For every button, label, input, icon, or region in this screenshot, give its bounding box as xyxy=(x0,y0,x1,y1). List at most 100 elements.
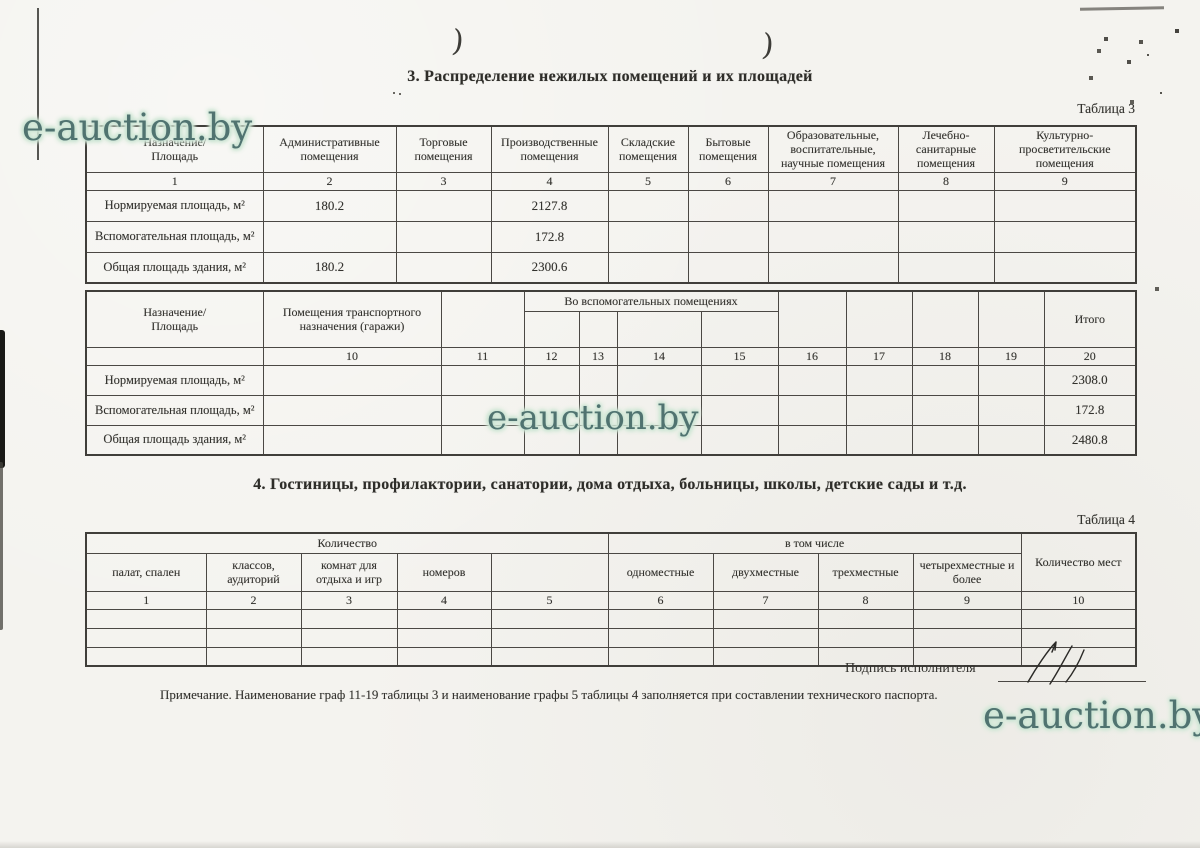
value-cell xyxy=(205,627,302,648)
table3b-header-garage: Помещения транспортного назначения (гара… xyxy=(262,290,442,348)
value-cell: 180.2 xyxy=(262,189,397,222)
signature-line xyxy=(998,681,1146,682)
table3a-header-administrative: Административные помещения xyxy=(262,125,397,173)
scan-bottom-shade xyxy=(0,841,1200,848)
value-cell xyxy=(85,608,207,629)
row-label: Нормируемая площадь, м² xyxy=(85,189,264,222)
value-cell xyxy=(616,364,702,396)
col-number: 11 xyxy=(440,346,525,366)
table4-subheader-single: одноместные xyxy=(607,552,714,592)
value-cell xyxy=(897,189,995,222)
value-cell xyxy=(607,189,689,222)
value-cell xyxy=(767,220,899,253)
table4-subheader-rooms: номеров xyxy=(396,552,492,592)
scan-edge-blob-2 xyxy=(0,462,3,630)
value-cell xyxy=(912,608,1022,629)
value-cell: 180.2 xyxy=(262,251,397,284)
value-cell xyxy=(777,394,847,426)
table-row: Общая площадь здания, м² 180.2 2300.6 xyxy=(85,251,1137,284)
value-cell xyxy=(845,364,913,396)
value-cell xyxy=(777,424,847,456)
value-cell xyxy=(912,646,1022,667)
col-number: 3 xyxy=(300,590,398,610)
table4-subheader-rest-rooms: комнат для отдыха и игр xyxy=(300,552,398,592)
corner-line1: Назначение/ xyxy=(143,135,207,150)
col-number: 12 xyxy=(523,346,580,366)
value-cell xyxy=(490,646,609,667)
table4-subheader-triple: трехместные xyxy=(817,552,914,592)
value-cell xyxy=(977,394,1045,426)
table-row xyxy=(85,646,1137,667)
col-number: 6 xyxy=(687,171,769,191)
value-cell xyxy=(700,364,779,396)
col-number: 3 xyxy=(395,171,492,191)
value-cell xyxy=(607,646,714,667)
value-cell xyxy=(616,424,702,456)
value-cell xyxy=(523,394,580,426)
handwritten-paren-mark-2: ) xyxy=(760,27,776,64)
table3b-header-blank-18 xyxy=(911,290,979,348)
table-row: Вспомогательная площадь, м² 172.8 xyxy=(85,220,1137,253)
col-number-blank xyxy=(85,346,264,366)
value-cell: 2127.8 xyxy=(490,189,609,222)
value-cell xyxy=(1020,646,1137,667)
value-cell xyxy=(911,364,979,396)
value-cell xyxy=(687,220,769,253)
table4-group-quantity: Количество xyxy=(85,532,609,554)
value-cell xyxy=(440,364,525,396)
col-number: 14 xyxy=(616,346,702,366)
value-cell xyxy=(205,608,302,629)
table3b-header-blank-17 xyxy=(845,290,913,348)
total-cell: 172.8 xyxy=(1043,394,1137,426)
handwritten-paren-mark-1: ) xyxy=(450,23,466,60)
table4-header-seats: Количество мест xyxy=(1020,532,1137,592)
table-row: Нормируемая площадь, м² 2308.0 xyxy=(85,364,1137,396)
value-cell xyxy=(607,251,689,284)
table3b-header-blank-19 xyxy=(977,290,1045,348)
value-cell xyxy=(712,627,819,648)
col-number: 2 xyxy=(262,171,397,191)
section3-title: 3. Распределение нежилых помещений и их … xyxy=(407,68,813,85)
corner-line1: Назначение/ xyxy=(143,305,207,320)
table4-subheader-classes: классов, аудиторий xyxy=(205,552,302,592)
table4-group-including: в том числе xyxy=(607,532,1022,554)
value-cell xyxy=(993,189,1137,222)
table4-caption: Таблица 4 xyxy=(1077,512,1135,527)
table3b-header-total: Итого xyxy=(1043,290,1137,348)
row-label: Вспомогательная площадь, м² xyxy=(85,394,264,426)
scan-edge-blob xyxy=(0,330,5,468)
col-number: 10 xyxy=(262,346,442,366)
table3-caption: Таблица 3 xyxy=(1077,101,1135,116)
table3b-header-blank-11 xyxy=(440,290,525,348)
value-cell xyxy=(767,189,899,222)
value-cell: 2300.6 xyxy=(490,251,609,284)
col-number: 6 xyxy=(607,590,714,610)
table3a-header-warehouse: Складские помещения xyxy=(607,125,689,173)
section4-title: 4. Гостиницы, профилактории, санатории, … xyxy=(253,476,967,493)
table4-subheader-wards: палат, спален xyxy=(85,552,207,592)
col-number: 2 xyxy=(205,590,302,610)
row-label: Общая площадь здания, м² xyxy=(85,424,264,456)
value-cell xyxy=(897,220,995,253)
col-number: 9 xyxy=(993,171,1137,191)
value-cell xyxy=(440,424,525,456)
col-number: 15 xyxy=(700,346,779,366)
corner-line2: Площадь xyxy=(151,319,199,334)
value-cell xyxy=(607,608,714,629)
value-cell xyxy=(767,251,899,284)
value-cell: 172.8 xyxy=(490,220,609,253)
value-cell xyxy=(523,364,580,396)
value-cell xyxy=(977,364,1045,396)
value-cell xyxy=(911,424,979,456)
table-row xyxy=(85,608,1137,629)
value-cell xyxy=(300,627,398,648)
value-cell xyxy=(607,627,714,648)
value-cell xyxy=(993,220,1137,253)
col-number: 8 xyxy=(817,590,914,610)
table-row: Нормируемая площадь, м² 180.2 2127.8 xyxy=(85,189,1137,222)
value-cell xyxy=(262,364,442,396)
value-cell xyxy=(687,189,769,222)
col-number: 20 xyxy=(1043,346,1137,366)
value-cell xyxy=(262,424,442,456)
col-number: 4 xyxy=(396,590,492,610)
